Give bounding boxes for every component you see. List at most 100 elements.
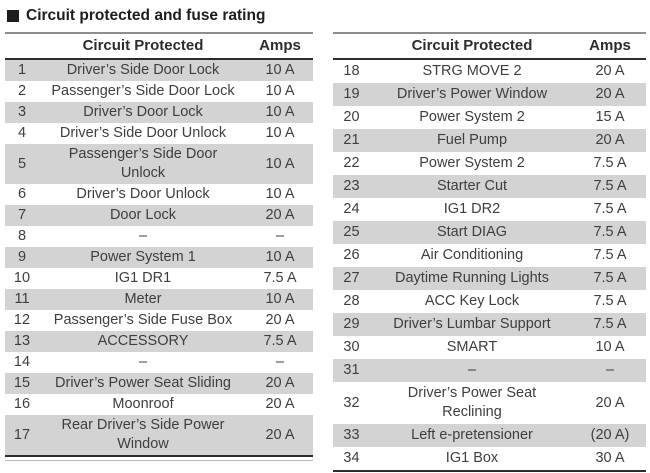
circuit-name-cell: Driver’s Door Unlock — [76, 186, 210, 202]
table-row: 24 IG1 DR2 7.5 A — [333, 198, 646, 221]
circuit-name-cell: STRG MOVE 2 — [422, 63, 522, 79]
row-number-cell: 28 — [343, 293, 360, 309]
circuit-name-cell: Driver’s Lumbar Support — [393, 316, 551, 332]
amps-cell: 20 A — [265, 426, 295, 443]
circuit-name-cell: IG1 Box — [445, 450, 499, 466]
circuit-name-cell: Passenger’s Side Door Unlock — [68, 146, 218, 181]
circuit-name-cell: Starter Cut — [436, 178, 508, 194]
row-number-cell: 14 — [13, 354, 31, 370]
amps-cell: 20 A — [265, 375, 295, 391]
table-row: 11 Meter 10 A — [5, 289, 313, 310]
circuit-name-cell: Meter — [124, 291, 162, 307]
header-row: Circuit Protected Amps — [333, 33, 646, 60]
row-number-cell: 4 — [17, 125, 27, 141]
row-number-cell: 33 — [343, 427, 360, 443]
amps-cell: 7.5 A — [593, 270, 627, 286]
amps-cell: 20 A — [265, 312, 295, 328]
circuit-name-cell: Passenger’s Side Door Lock — [51, 83, 235, 99]
section-title-text: Circuit protected and fuse rating — [26, 7, 266, 24]
fuse-tables-container: Circuit Protected Amps 1 Driver’s Side Do… — [5, 32, 646, 472]
circuit-name-cell: Driver’s Side Door Lock — [66, 62, 220, 78]
table-row: 20 Power System 2 15 A — [333, 106, 646, 129]
row-number-cell: 23 — [343, 178, 360, 194]
amps-cell: 10 A — [265, 291, 295, 307]
circuit-name-cell: Rear Driver’s Side Power Window — [61, 417, 225, 452]
table-row: 13 ACCESSORY 7.5 A — [5, 331, 313, 352]
fuse-table-right-body: 18 STRG MOVE 2 20 A 19 Driver’s Power Window… — [333, 59, 646, 471]
table-row: 34 IG1 Box 30 A — [333, 447, 646, 471]
amps-cell: 10 A — [265, 83, 295, 99]
table-row: 31 – – — [333, 359, 646, 382]
fuse-table-right-wrap: Circuit Protected Amps 18 STRG MOVE 2 20 A… — [333, 32, 646, 472]
table-row: 5 Passenger’s Side Door Unlock 10 A — [5, 144, 313, 184]
table-row: 6 Driver’s Door Unlock 10 A — [5, 184, 313, 205]
circuit-name-cell: IG1 DR1 — [114, 270, 172, 286]
amps-cell: 7.5 A — [593, 201, 627, 217]
amps-cell: 10 A — [265, 249, 295, 265]
amps-cell: 10 A — [265, 155, 295, 172]
table-row: 33 Left e-pretensioner (20 A) — [333, 424, 646, 447]
table-row: 29 Driver’s Lumbar Support 7.5 A — [333, 313, 646, 336]
amps-cell: – — [275, 228, 285, 244]
circuit-name-cell: Power System 2 — [419, 109, 525, 125]
row-number-cell: 5 — [17, 155, 27, 172]
row-number-cell: 20 — [343, 109, 360, 125]
circuit-name-cell: Left e-pretensioner — [411, 427, 533, 443]
circuit-name-cell: Power System 2 — [419, 155, 525, 171]
column-header-circuit: Circuit Protected — [39, 33, 247, 60]
table-row: 3 Driver’s Door Lock 10 A — [5, 102, 313, 123]
table-row: 12 Passenger’s Side Fuse Box 20 A — [5, 310, 313, 331]
circuit-name-cell: Driver’s Power Window — [396, 86, 548, 102]
row-number-cell: 12 — [13, 312, 31, 328]
table-row: 9 Power System 1 10 A — [5, 247, 313, 268]
row-number-cell: 11 — [14, 291, 30, 307]
table-row: 19 Driver’s Power Window 20 A — [333, 83, 646, 106]
amps-cell: 10 A — [265, 104, 295, 120]
table-row: 28 ACC Key Lock 7.5 A — [333, 290, 646, 313]
column-header-number — [333, 33, 370, 60]
amps-cell: 7.5 A — [263, 333, 297, 349]
table-row: 14 – – — [5, 352, 313, 373]
header-row: Circuit Protected Amps — [5, 33, 313, 60]
row-number-cell: 3 — [17, 104, 27, 120]
amps-cell: – — [275, 354, 285, 370]
table-row: 2 Passenger’s Side Door Lock 10 A — [5, 81, 313, 102]
table-row: 18 STRG MOVE 2 20 A — [333, 59, 646, 83]
circuit-name-cell: Power System 1 — [90, 249, 196, 265]
row-number-cell: 34 — [343, 450, 360, 466]
row-number-cell: 26 — [343, 247, 360, 263]
table-row: 26 Air Conditioning 7.5 A — [333, 244, 646, 267]
amps-cell: 10 A — [595, 339, 625, 355]
amps-cell: (20 A) — [590, 427, 630, 443]
row-number-cell: 17 — [13, 426, 31, 443]
circuit-name-cell: ACC Key Lock — [424, 293, 520, 309]
circuit-name-cell: – — [467, 362, 477, 378]
row-number-cell: 10 — [13, 270, 31, 286]
row-number-cell: 21 — [343, 132, 360, 148]
table-row: 8 – – — [5, 226, 313, 247]
row-number-cell: 8 — [17, 228, 27, 244]
row-number-cell: 29 — [343, 316, 360, 332]
row-number-cell: 7 — [17, 207, 27, 223]
fuse-table-left-wrap: Circuit Protected Amps 1 Driver’s Side Do… — [5, 32, 313, 461]
fuse-table-left-body: 1 Driver’s Side Door Lock 10 A 2 Passenger’s… — [5, 59, 313, 456]
amps-cell: 7.5 A — [593, 224, 627, 240]
amps-cell: 20 A — [595, 86, 625, 102]
column-header-amps: Amps — [574, 33, 646, 60]
table-row: 1 Driver’s Side Door Lock 10 A — [5, 59, 313, 81]
circuit-name-cell: Driver’s Power Seat Reclining — [407, 385, 537, 420]
table-row: 22 Power System 2 7.5 A — [333, 152, 646, 175]
row-number-cell: 2 — [17, 83, 27, 99]
amps-cell: 15 A — [595, 109, 625, 125]
table-row: 10 IG1 DR1 7.5 A — [5, 268, 313, 289]
circuit-name-cell: Fuel Pump — [436, 132, 508, 148]
table-row: 32 Driver’s Power Seat Reclining 20 A — [333, 382, 646, 424]
table-row: 30 SMART 10 A — [333, 336, 646, 359]
amps-cell: 7.5 A — [593, 155, 627, 171]
amps-cell: 20 A — [595, 132, 625, 148]
circuit-name-cell: ACCESSORY — [97, 333, 189, 349]
amps-cell: 20 A — [595, 63, 625, 79]
amps-cell: 10 A — [265, 186, 295, 202]
amps-cell: 10 A — [265, 125, 295, 141]
